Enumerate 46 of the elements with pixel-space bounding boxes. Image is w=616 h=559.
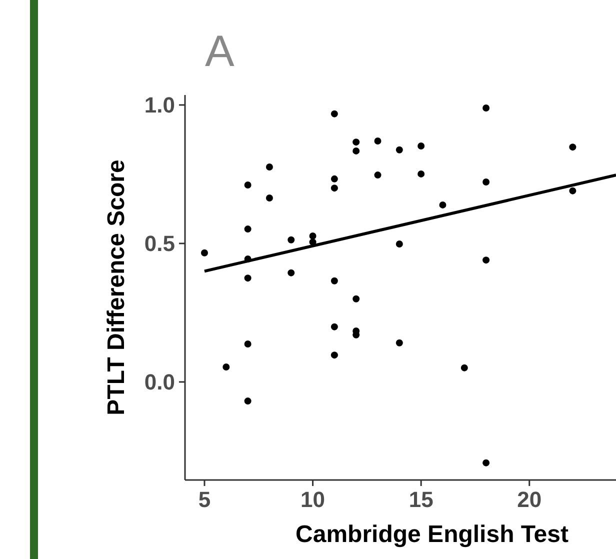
point [396, 146, 403, 154]
point [330, 175, 338, 182]
point [374, 137, 382, 144]
point [266, 164, 273, 171]
point [396, 339, 403, 346]
y-axis-title: PTLT Difference Score [103, 160, 130, 416]
point [244, 226, 252, 233]
point [200, 249, 208, 256]
point [288, 236, 295, 244]
x-tick-label: 5 [198, 487, 211, 512]
point [352, 295, 360, 302]
y-tick-label: 0.5 [144, 231, 175, 256]
x-tick-label: 20 [517, 487, 542, 512]
chart-title: A [205, 27, 235, 76]
point [330, 352, 338, 359]
point [482, 104, 490, 112]
y-tick-label: 1.0 [144, 92, 175, 118]
y-tick-label: 0.0 [144, 370, 175, 395]
point [374, 172, 382, 179]
point [330, 110, 338, 118]
point [352, 138, 360, 146]
point [244, 182, 252, 189]
point [330, 184, 338, 192]
point [460, 364, 468, 372]
point [244, 274, 252, 282]
point [330, 323, 338, 330]
point [244, 398, 252, 405]
x-tick-label: 10 [300, 487, 326, 512]
point [482, 256, 490, 264]
point [418, 142, 425, 150]
x-axis-title: Cambridge English Test [296, 521, 568, 548]
point [482, 178, 490, 186]
point [288, 269, 295, 276]
point [396, 240, 403, 248]
point [482, 459, 490, 466]
point [222, 363, 230, 370]
point [418, 170, 425, 178]
point [352, 147, 360, 154]
point [309, 232, 316, 240]
point [244, 340, 252, 348]
point [569, 144, 576, 151]
point [569, 187, 576, 194]
point [330, 277, 338, 284]
x-tick-label: 15 [408, 487, 434, 512]
point [439, 201, 446, 208]
point [266, 194, 273, 202]
